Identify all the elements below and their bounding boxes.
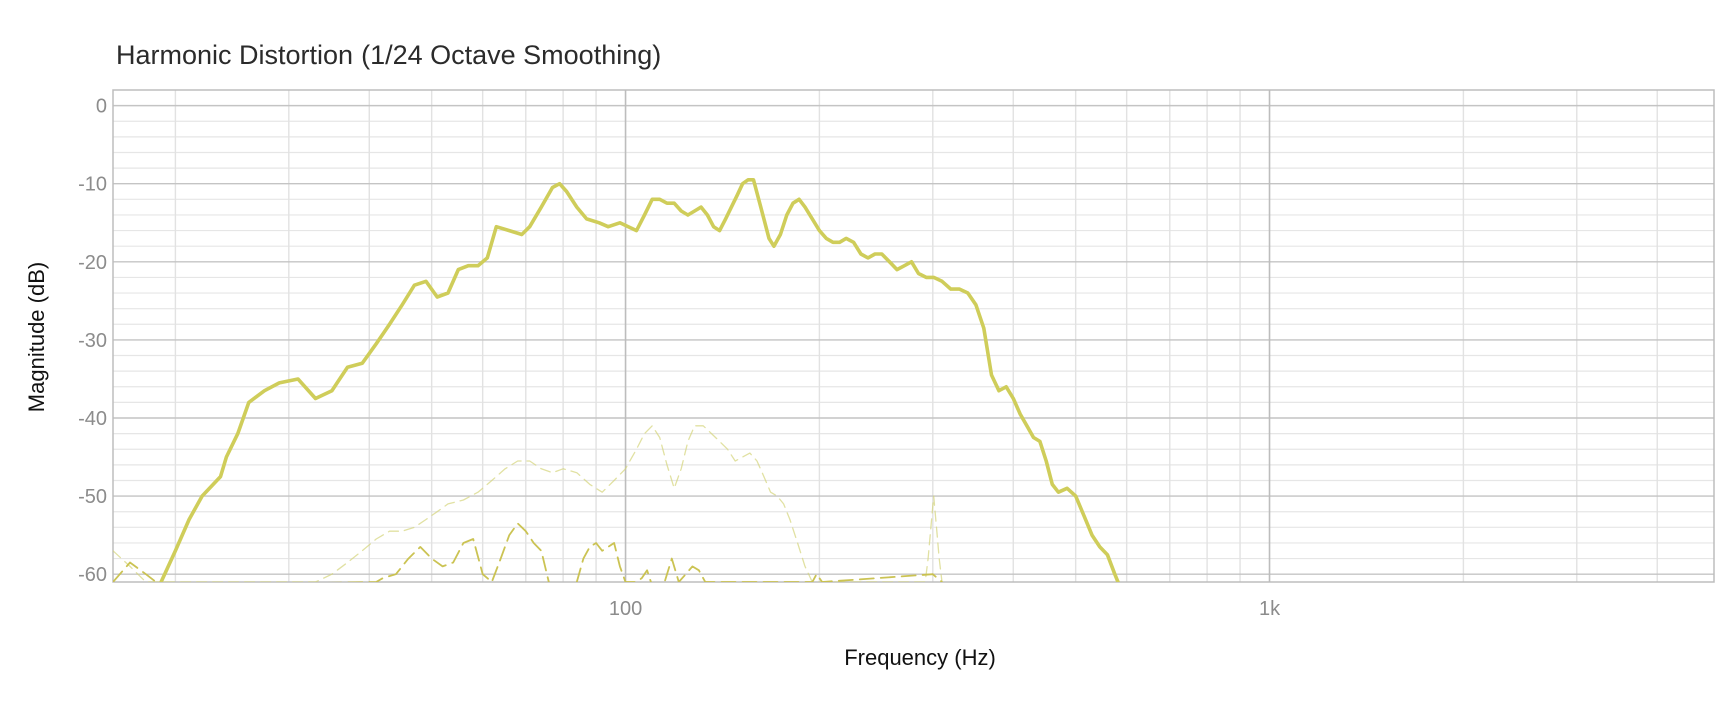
series-line-4 <box>113 425 943 582</box>
series-line-3 <box>575 542 943 582</box>
x-axis-label: Frequency (Hz) <box>844 645 996 670</box>
y-tick-label: -50 <box>78 486 107 508</box>
chart-title: Harmonic Distortion (1/24 Octave Smoothin… <box>116 40 661 70</box>
x-tick-label: 1k <box>1259 598 1281 620</box>
y-axis-label: Magnitude (dB) <box>24 262 49 412</box>
series-line-2 <box>113 522 550 582</box>
y-tick-label: 0 <box>96 96 107 118</box>
y-tick-label: -30 <box>78 330 107 352</box>
x-tick-labels: 100 1k <box>609 598 1281 620</box>
chart-title-main: Harmonic Distortion <box>116 40 353 70</box>
chart-title-subtitle: (1/24 Octave Smoothing) <box>361 40 661 70</box>
y-tick-labels: 0 -10 -20 -30 -40 -50 -60 <box>78 96 107 587</box>
series-line-1 <box>159 178 1120 582</box>
y-tick-label: -10 <box>78 174 107 196</box>
series-layer <box>113 178 1120 582</box>
y-tick-label: -40 <box>78 408 107 430</box>
grid <box>113 90 1714 582</box>
plot-frame <box>112 89 1715 583</box>
x-tick-label: 100 <box>609 598 642 620</box>
y-tick-label: -60 <box>78 564 107 586</box>
y-tick-label: -20 <box>78 252 107 274</box>
